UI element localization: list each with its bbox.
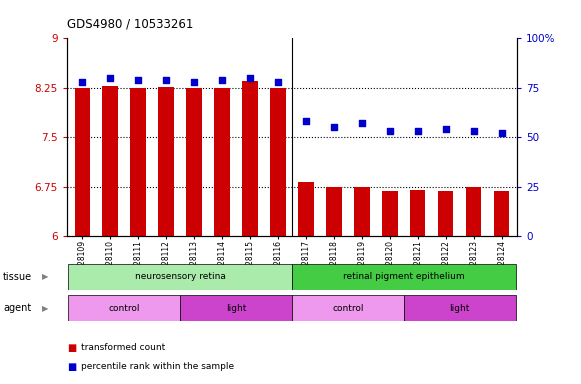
Bar (292, 295, 404, 321)
Text: ▶: ▶ (42, 304, 49, 313)
Text: tissue: tissue (3, 272, 32, 282)
Bar (410, 190, 425, 236)
Bar (242, 81, 258, 236)
Point (469, 128, 478, 134)
Text: control: control (109, 304, 140, 313)
Point (357, 120, 367, 126)
Text: light: light (450, 304, 470, 313)
Bar (494, 191, 510, 236)
Bar (466, 187, 482, 236)
Text: retinal pigment epithelium: retinal pigment epithelium (343, 272, 465, 281)
Bar (187, 88, 202, 236)
Bar (131, 88, 146, 236)
Bar (159, 87, 174, 236)
Point (217, 77, 227, 83)
Bar (214, 88, 229, 236)
Text: transformed count: transformed count (81, 343, 166, 352)
Point (413, 128, 422, 134)
Point (134, 77, 143, 83)
Bar (292, 264, 516, 290)
Point (77, 79, 87, 85)
Point (385, 128, 394, 134)
Point (189, 79, 199, 85)
Point (245, 75, 254, 81)
Point (106, 75, 115, 81)
Text: ▶: ▶ (42, 272, 49, 281)
Bar (382, 191, 397, 236)
Bar (354, 187, 370, 236)
Point (329, 124, 339, 131)
Bar (270, 88, 286, 236)
Text: ■: ■ (67, 343, 76, 353)
Text: control: control (332, 304, 364, 313)
Bar (326, 187, 342, 236)
Text: neurosensory retina: neurosensory retina (135, 272, 225, 281)
Text: light: light (226, 304, 246, 313)
Point (302, 118, 311, 124)
Point (273, 79, 282, 85)
Bar (74, 88, 90, 236)
Bar (68, 295, 180, 321)
Bar (298, 182, 314, 236)
Bar (68, 264, 292, 290)
Point (497, 130, 507, 136)
Bar (438, 191, 453, 236)
Bar (102, 86, 118, 236)
Text: ■: ■ (67, 362, 76, 372)
Text: percentile rank within the sample: percentile rank within the sample (81, 362, 235, 371)
Bar (404, 295, 516, 321)
Point (441, 126, 450, 132)
Text: agent: agent (3, 303, 31, 313)
Bar (180, 295, 292, 321)
Text: GDS4980 / 10533261: GDS4980 / 10533261 (67, 17, 193, 30)
Point (162, 77, 171, 83)
